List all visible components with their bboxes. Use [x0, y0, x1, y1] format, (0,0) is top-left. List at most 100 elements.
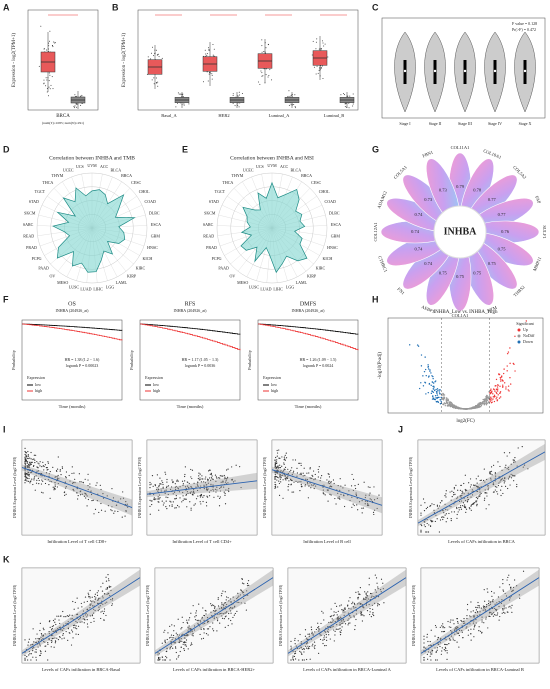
point: [294, 106, 296, 108]
scatter-point: [336, 628, 338, 630]
scatter-point: [435, 626, 437, 628]
scatter-point: [206, 495, 208, 497]
scatter-point: [330, 482, 332, 484]
scatter-point: [35, 454, 37, 456]
label: PRAD: [26, 245, 37, 250]
panel-letter: B: [112, 2, 119, 12]
scatter-point: [61, 638, 63, 640]
volcano-point: [436, 394, 439, 396]
scatter-point: [478, 495, 480, 497]
scatter-point: [380, 578, 383, 580]
scatter-point: [208, 620, 210, 623]
scatter-point: [84, 596, 87, 598]
scatter-point: [369, 492, 371, 494]
label: STAD: [29, 199, 39, 204]
scatter-point: [217, 605, 220, 607]
scatter-point: [65, 630, 67, 633]
scatter-point: [127, 506, 129, 508]
scatter-point: [500, 479, 502, 481]
point: [237, 95, 239, 97]
scatter-point: [323, 638, 325, 641]
scatter-point: [59, 470, 61, 472]
scatter-point: [310, 487, 312, 489]
scatter-point: [289, 471, 291, 473]
scatter-point: [224, 492, 226, 495]
scatter-point: [491, 595, 493, 597]
scatter-point: [56, 470, 58, 472]
scatter-point: [207, 480, 209, 482]
scatter-point: [72, 482, 75, 484]
scatter-point: [56, 468, 59, 470]
scatter-point: [322, 639, 324, 641]
scatter-point: [473, 636, 475, 638]
scatter-point: [176, 479, 178, 481]
scatter-point: [117, 510, 119, 513]
volcano-point: [442, 393, 445, 396]
scatter-point: [301, 648, 303, 650]
point: [40, 25, 42, 27]
scatter-point: [177, 487, 179, 489]
panel-title: INHBA_Low vs. INHBA_High: [433, 310, 498, 315]
scatter-point: [125, 501, 127, 503]
scatter-point: [351, 603, 353, 605]
scatter-point: [39, 465, 41, 467]
scatter-point: [276, 455, 278, 457]
scatter-point: [476, 498, 479, 500]
panel-letter: H: [372, 294, 379, 304]
point: [202, 81, 204, 83]
scatter-point: [182, 495, 184, 497]
petal-gene: SULF1: [542, 225, 547, 238]
scatter-point: [108, 580, 110, 582]
scatter-point: [469, 508, 471, 510]
scatter-point: [490, 470, 493, 472]
scatter-point: [364, 591, 366, 593]
volcano-point: [482, 401, 484, 403]
scatter-point: [503, 479, 505, 482]
label: (num(T)=1085; num(N)=291): [42, 121, 85, 125]
scatter-point: [442, 627, 444, 629]
scatter-point: [369, 611, 371, 613]
volcano-point: [453, 406, 455, 409]
scatter-point: [73, 626, 75, 629]
scatter-point: [327, 482, 329, 484]
scatter-point: [53, 646, 55, 648]
scatter-point: [210, 605, 213, 607]
scatter-point: [274, 478, 276, 480]
scatter-point: [42, 635, 44, 637]
scatter-point: [200, 638, 203, 640]
label: LUSC: [249, 284, 260, 289]
scatter-point: [185, 641, 187, 643]
scatter-point: [195, 498, 198, 500]
scatter-point: [485, 618, 487, 620]
scatter-point: [116, 504, 118, 506]
scatter-point: [206, 505, 208, 507]
scatter-point: [507, 576, 509, 579]
point: [177, 92, 179, 94]
scatter-point: [27, 454, 29, 456]
scatter-point: [456, 496, 459, 498]
scatter-point: [445, 496, 447, 498]
scatter-point: [300, 483, 302, 486]
scatter-point: [365, 593, 367, 595]
petal-value: 0.74: [424, 261, 433, 266]
scatter-point: [71, 629, 73, 631]
scatter-point: [203, 619, 205, 621]
volcano-point: [500, 376, 503, 378]
scatter-point: [74, 601, 76, 604]
scatter-point: [151, 474, 154, 477]
scatter-point: [86, 618, 88, 621]
scatter-point: [200, 503, 202, 505]
scatter-point: [24, 470, 26, 472]
scatter-point: [498, 482, 500, 484]
scatter-point: [497, 484, 499, 487]
scatter-point: [236, 597, 238, 600]
scatter-point: [446, 643, 448, 646]
scatter-point: [56, 477, 59, 479]
scatter-point: [186, 633, 188, 635]
scatter-point: [106, 586, 109, 589]
scatter-point: [71, 614, 73, 616]
scatter-point: [72, 637, 74, 639]
scatter-point: [84, 614, 86, 616]
scatter-point: [459, 489, 461, 491]
label: THCA: [222, 180, 233, 185]
